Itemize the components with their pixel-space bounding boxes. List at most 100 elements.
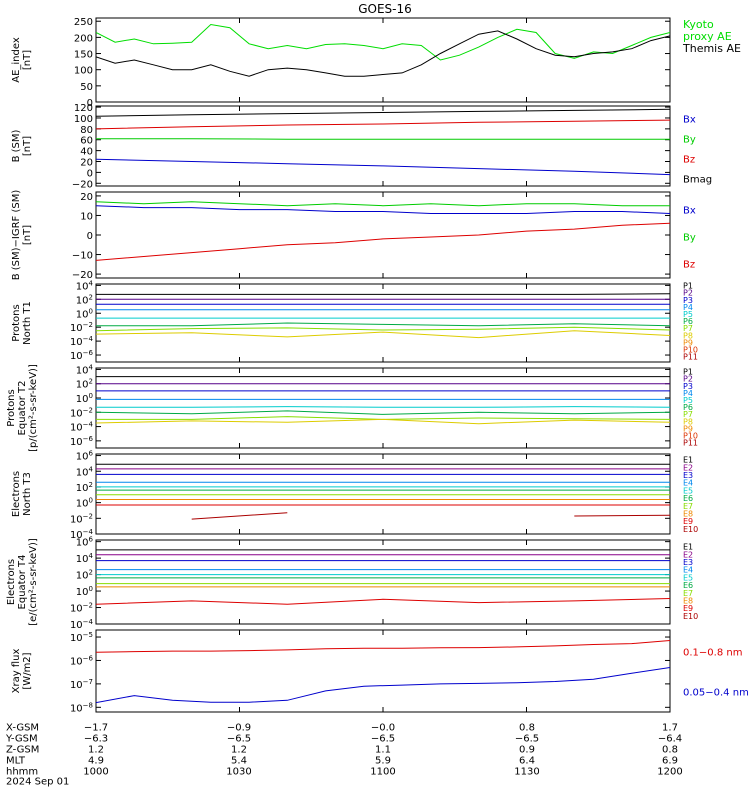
footer-row-label: Y-GSM [5,733,38,744]
y-tick-label: 0 [87,168,93,179]
legend-entry: P10 [683,431,698,440]
legend-entry: Themis AE [682,42,741,55]
footer-value: 1.7 [662,722,678,733]
legend-entry: Bx [683,114,696,125]
series-line-bmag [96,108,670,117]
footer-value: 1000 [83,766,108,777]
y-axis-label: [p/(cm²-s-sr-keV)] [28,364,39,452]
legend-entry: P3 [683,382,693,391]
series-line-by [96,138,670,140]
legend-entry: P9 [683,338,693,347]
legend-entry: P11 [683,353,698,362]
footer-row-label: hhmm [6,766,38,777]
y-tick-label: 10 [80,211,93,222]
y-tick-label: 102 [76,569,93,582]
footer-value: −0.9 [227,722,251,733]
panel-3: −20 −10 0 10 20 B (SM)−IGRF (SM) [nT] Bx By Bz [11,190,696,281]
y-tick-label: 104 [76,465,94,478]
footer-value: −0.0 [371,722,395,733]
series-line-by [96,201,670,207]
footer-value: −6.4 [658,733,682,744]
footer-row-label: 2024 Sep 01 [6,776,69,787]
legend-entry: P1 [683,368,693,377]
y-axis-label: [W/m2] [22,652,33,689]
y-axis-label: [nT] [22,225,33,245]
footer-value: 0.8 [662,744,678,755]
series-group [96,293,670,339]
y-tick-label: 100 [76,497,93,510]
series-line-p8 [96,418,670,425]
footer-value: 1.2 [88,744,104,755]
y-axis-label: [e/(cm²-s-sr-keV)] [28,538,39,626]
series-line-0-1-0-8-nm [96,640,670,653]
series-line-kyoto-proxy-ae [96,23,670,61]
footer-value: −6.5 [515,733,539,744]
legend-entry: P3 [683,296,693,305]
y-tick-label: 0 [87,231,93,242]
footer-value: 1200 [657,766,682,777]
y-tick-label: 10−7 [70,678,93,691]
legend-entry: Bz [683,154,695,165]
y-axis-label: [nT] [22,136,33,156]
y-axis-label: B (SM) [11,129,22,162]
legend-entry: proxy AE [683,30,732,43]
legend-entry: E3 [683,558,693,567]
legend-entry: By [683,134,696,145]
footer-value: 1030 [226,766,251,777]
panel-frame [95,629,671,713]
legend-entry: E8 [683,509,693,518]
y-tick-label: 10−4 [70,618,94,631]
y-tick-label: 100 [74,114,93,125]
series-line-bz [96,222,670,261]
footer-value: 1100 [370,766,395,777]
panel-frame [95,283,671,363]
series-line-p1 [96,293,670,295]
legend-entry: P6 [683,403,693,412]
y-tick-label: 10−6 [70,349,94,362]
legend-entry: P11 [683,439,698,448]
footer-value: 5.9 [375,755,391,766]
series-group [96,108,670,176]
y-axis-label: Protons [6,389,17,426]
footer-value: −1.7 [84,722,108,733]
series-line-bx [96,205,670,214]
y-tick-label: 102 [76,293,93,306]
panel-frame [95,453,671,535]
y-tick-label: −20 [72,270,93,281]
y-axis-label: Equator T4 [17,555,28,610]
series-group [96,463,670,520]
legend-entry: Bx [683,205,696,216]
legend-entry: P6 [683,317,693,326]
legend-entry: E4 [683,479,693,488]
series-line-p6 [96,322,670,327]
legend-entry: P8 [683,331,693,340]
legend-entry: 0.05−0.4 nm [683,687,749,698]
y-axis-label: Protons [11,304,22,341]
y-axis-label: Equator T2 [17,381,28,436]
y-tick-label: 100 [76,307,93,320]
footer-value: 1.1 [375,744,391,755]
legend-entry: By [683,232,696,243]
footer-value: 4.9 [88,755,104,766]
series-group [96,640,670,704]
legend-entry: E7 [683,589,693,598]
legend-entry: P4 [683,389,693,398]
y-tick-label: 104 [76,363,94,376]
series-line-bz [96,119,670,130]
legend-entry: E2 [683,550,693,559]
y-tick-label: 104 [76,279,94,292]
y-tick-label: 200 [74,33,93,44]
y-axis-label: Electrons [6,559,17,605]
panel-frame [95,105,671,187]
legend-entry: E2 [683,463,693,472]
series-line-p6 [96,410,670,415]
y-tick-label: 60 [80,136,93,147]
legend-entry: 0.1−0.8 nm [683,647,742,658]
footer-value: 6.4 [519,755,535,766]
series-line-0-05-0-4-nm [96,667,670,704]
y-tick-label: 106 [76,536,94,549]
